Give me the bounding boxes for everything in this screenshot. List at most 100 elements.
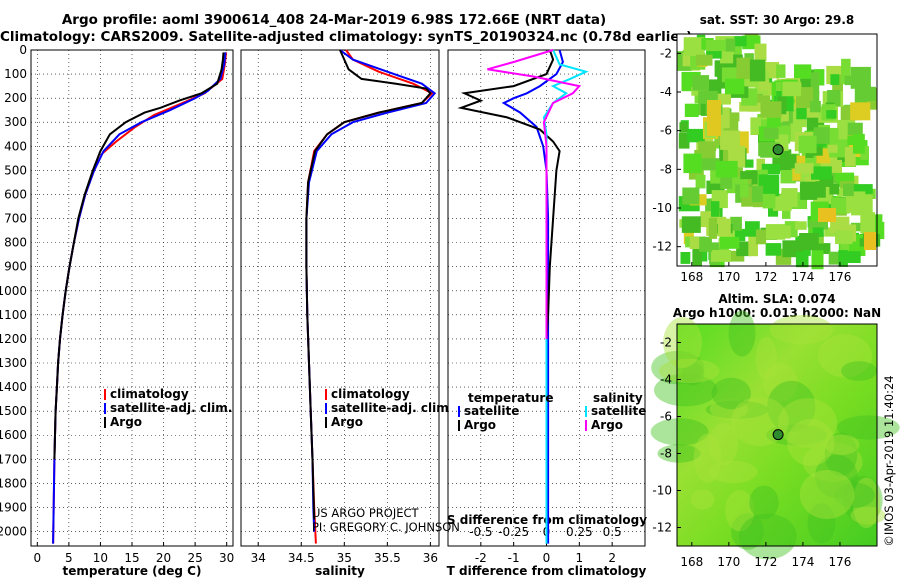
sst-cell [681, 216, 701, 233]
x-tick-label: 30 [219, 551, 234, 565]
sst-cell [720, 170, 733, 189]
diff-series-line-1 [457, 49, 561, 344]
sst-cell [759, 79, 770, 91]
x-tick-label: 34.5 [288, 551, 315, 565]
legend-label: satellite [464, 404, 519, 418]
panel-frame-1 [240, 49, 440, 547]
sst-cell [680, 252, 691, 264]
sst-cell [733, 36, 747, 47]
sla-blob [654, 373, 718, 407]
credit-pi: PI: GREGORY C. JOHNSON [312, 520, 460, 534]
sla-blob [663, 317, 703, 368]
sst-cell [749, 59, 766, 82]
sla-y-tick-label: -8 [660, 447, 672, 461]
legend-label: satellite-adj. clim. [331, 401, 453, 415]
sst-cell [788, 198, 808, 209]
sla-blob [681, 362, 705, 386]
sla-y-tick-label: -2 [660, 336, 672, 350]
sst-cell [692, 244, 702, 266]
sst-y-tick-label: -10 [652, 201, 672, 215]
sst-cell [800, 181, 818, 200]
sst-cell [784, 154, 797, 169]
sla-y-tick-label: -12 [652, 521, 672, 535]
legend-label: Argo [110, 415, 142, 429]
y-tick-label: 1600 [0, 428, 27, 442]
sst-cell [711, 201, 720, 221]
sla-blob [711, 377, 751, 410]
sst-cell [754, 43, 767, 62]
chart-title-line2: Climatology: CARS2009. Satellite-adjuste… [0, 29, 693, 45]
x-tick-label: 0 [543, 551, 551, 565]
sst-cell [765, 243, 782, 256]
sst-cell [699, 236, 712, 252]
sst-cell [758, 174, 780, 197]
y-tick-label: 400 [4, 139, 27, 153]
sla-blob [769, 315, 834, 345]
sla-blob [708, 422, 738, 466]
sla-blob [843, 476, 883, 525]
y-tick-label: 700 [4, 212, 27, 226]
sst-cell [850, 222, 867, 232]
sla-x-tick-label: 174 [791, 555, 814, 569]
x-tick-label: 25 [187, 551, 202, 565]
sst-x-tick-label: 168 [680, 270, 703, 284]
sla-blob [708, 460, 758, 484]
sst-cell [683, 37, 705, 56]
y-tick-label: 600 [4, 187, 27, 201]
sst-cell [698, 141, 717, 151]
diff-series-line-0 [501, 49, 564, 544]
legend-label: Argo [464, 418, 496, 432]
sla-blob [650, 418, 709, 446]
sst-cell [795, 251, 809, 268]
sst-cell [847, 251, 861, 263]
sst-cell [794, 163, 814, 174]
sst-cell [687, 128, 705, 143]
sst-cell [717, 93, 731, 105]
sst-cell [857, 86, 876, 101]
x-tick-label: 5 [65, 551, 73, 565]
legend-title-salinity: salinity [593, 391, 643, 405]
sst-cell [717, 218, 731, 237]
sst-y-tick-label: -2 [660, 46, 672, 60]
sst-cell [844, 147, 856, 167]
series-line-0-2 [53, 52, 225, 460]
y-tick-label: 1900 [0, 500, 27, 514]
sst-cell [814, 69, 825, 86]
sst-y-tick-label: -12 [652, 240, 672, 254]
sst-cell [838, 250, 848, 267]
sst-cell [740, 171, 756, 180]
sla-blob [738, 513, 797, 560]
sst-warm-patch-3 [864, 232, 876, 250]
sst-cell [695, 174, 706, 189]
sla-blob [824, 432, 858, 477]
sla-x-tick-label: 170 [717, 555, 740, 569]
x-tick-label: 1 [576, 551, 584, 565]
y-tick-label: 0 [19, 43, 27, 57]
sst-cell [811, 166, 832, 180]
y-tick-label: 1500 [0, 404, 27, 418]
x-tick-label: 35 [337, 551, 352, 565]
sla-blob [767, 380, 816, 433]
sla-argo-marker [772, 429, 784, 441]
sst-x-tick-label: 176 [829, 270, 852, 284]
sla-blob [709, 398, 749, 420]
y-tick-label: 1400 [0, 380, 27, 394]
sst-cell [813, 127, 830, 144]
sst-cell [684, 103, 699, 117]
sla-blob [749, 485, 779, 520]
sst-cell [744, 159, 754, 168]
y-tick-label: 1000 [0, 284, 27, 298]
sst-warm-patch-1 [707, 100, 721, 136]
sla-x-tick-label: 168 [680, 555, 703, 569]
sst-cell [697, 249, 708, 262]
sst-argo-marker [772, 144, 784, 156]
sst-x-tick-label: 172 [754, 270, 777, 284]
sst-cell [748, 235, 758, 257]
sst-cell [717, 68, 727, 89]
x-tick-label: 34 [251, 551, 266, 565]
sst-cell [840, 238, 850, 253]
sst-cell [843, 183, 854, 197]
sst-cell [827, 144, 838, 153]
sla-blob [852, 477, 881, 529]
